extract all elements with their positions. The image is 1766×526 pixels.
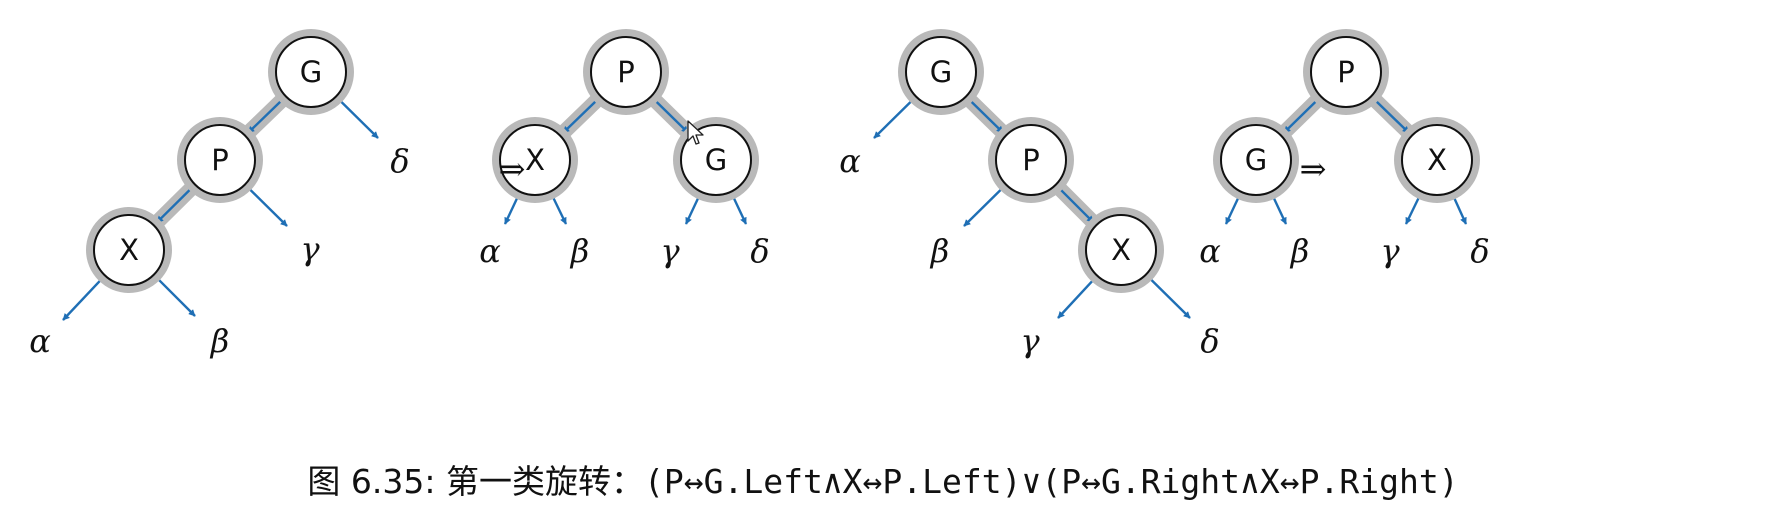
diagram-1-leaf-label: β	[210, 322, 230, 360]
diagram-2-leaf-label: β	[570, 232, 590, 270]
diagram-4-edge-P-X	[1371, 96, 1410, 134]
diagram-3-leaf-label: β	[930, 232, 950, 270]
diagram-3-node-label: P	[1022, 143, 1040, 177]
diagram-2-node-label: G	[705, 143, 727, 177]
diagram-3-leaf-label: α	[839, 142, 861, 180]
diagram-3-node-label: X	[1111, 233, 1131, 267]
diagram-4-node-label: X	[1427, 143, 1447, 177]
diagram-1-node-G	[275, 36, 347, 108]
diagram-2-edge-P-X	[562, 96, 601, 134]
diagram-1-leaf-arrow	[62, 275, 106, 321]
diagram-4-node-G	[1220, 124, 1292, 196]
diagram-1-node-X	[93, 214, 165, 286]
mouse-cursor-icon	[687, 120, 704, 145]
diagram-1-leaf-arrow	[335, 96, 379, 139]
diagram-1-node-label: G	[300, 55, 322, 89]
diagram-2-leaf-label: α	[479, 232, 501, 270]
diagram-4-leaf-label: β	[1290, 232, 1310, 270]
diagram-1-leaf-label: δ	[390, 142, 409, 180]
diagram-1-edge-P-X	[155, 185, 195, 224]
transform-arrow-2: ⇒	[1300, 150, 1327, 188]
diagram-2-node-P	[590, 36, 662, 108]
diagram-3-edge-G-P	[966, 97, 1004, 134]
diagram-2-leaf-label: δ	[750, 232, 769, 270]
diagram-4-leaf-label: γ	[1380, 232, 1400, 270]
diagram-3-leaf-label: δ	[1200, 322, 1219, 360]
diagram-2-leaf-label: γ	[660, 232, 680, 270]
diagram-2-node-label: P	[617, 55, 635, 89]
diagram-4-node-X	[1401, 124, 1473, 196]
diagram-3-node-P	[995, 124, 1067, 196]
diagram-1-leaf-label: α	[29, 322, 51, 360]
caption-prefix: 图 6.35: 第一类旋转：	[307, 462, 644, 501]
figure-caption: 图 6.35: 第一类旋转：(P↔G.Left∧X↔P.Left)∨(P↔G.R…	[0, 455, 1766, 503]
transform-arrow-1: ⇒	[499, 150, 526, 188]
diagram-3-node-G	[905, 36, 977, 108]
diagram-1-leaf-label: γ	[300, 230, 320, 268]
diagram-4-node-label: P	[1337, 55, 1355, 89]
diagram-1-node-P	[184, 124, 256, 196]
diagram-3-edge-P-X	[1056, 185, 1095, 224]
diagram-3-node-label: G	[930, 55, 952, 89]
diagram-3-leaf-arrow	[873, 96, 917, 139]
diagram-1-node-label: P	[211, 143, 229, 177]
diagram-3-leaf-label: γ	[1020, 322, 1040, 360]
diagram-3-leaf-arrow	[963, 184, 1007, 227]
diagram-4-edge-P-G	[1283, 97, 1321, 134]
diagram-3-leaf-arrow	[1145, 274, 1191, 319]
diagram-4-leaf-label: δ	[1470, 232, 1489, 270]
diagram-2-edge-P-G	[651, 97, 689, 134]
diagram-1-leaf-arrow	[244, 184, 288, 227]
diagram-4-node-P	[1310, 36, 1382, 108]
diagram-1-node-label: X	[119, 233, 139, 267]
diagram-3-node-X	[1085, 214, 1157, 286]
diagram-2-node-label: X	[525, 143, 545, 177]
diagram-2-node-X	[499, 124, 571, 196]
diagram-4-node-label: G	[1245, 143, 1267, 177]
diagram-1-edge-G-P	[247, 96, 286, 134]
diagram-4-leaf-label: α	[1199, 232, 1221, 270]
diagram-1-leaf-arrow	[153, 274, 196, 317]
diagram-3-leaf-arrow	[1057, 275, 1098, 319]
caption-formula: (P↔G.Left∧X↔P.Left)∨(P↔G.Right∧X↔P.Right…	[644, 462, 1459, 501]
